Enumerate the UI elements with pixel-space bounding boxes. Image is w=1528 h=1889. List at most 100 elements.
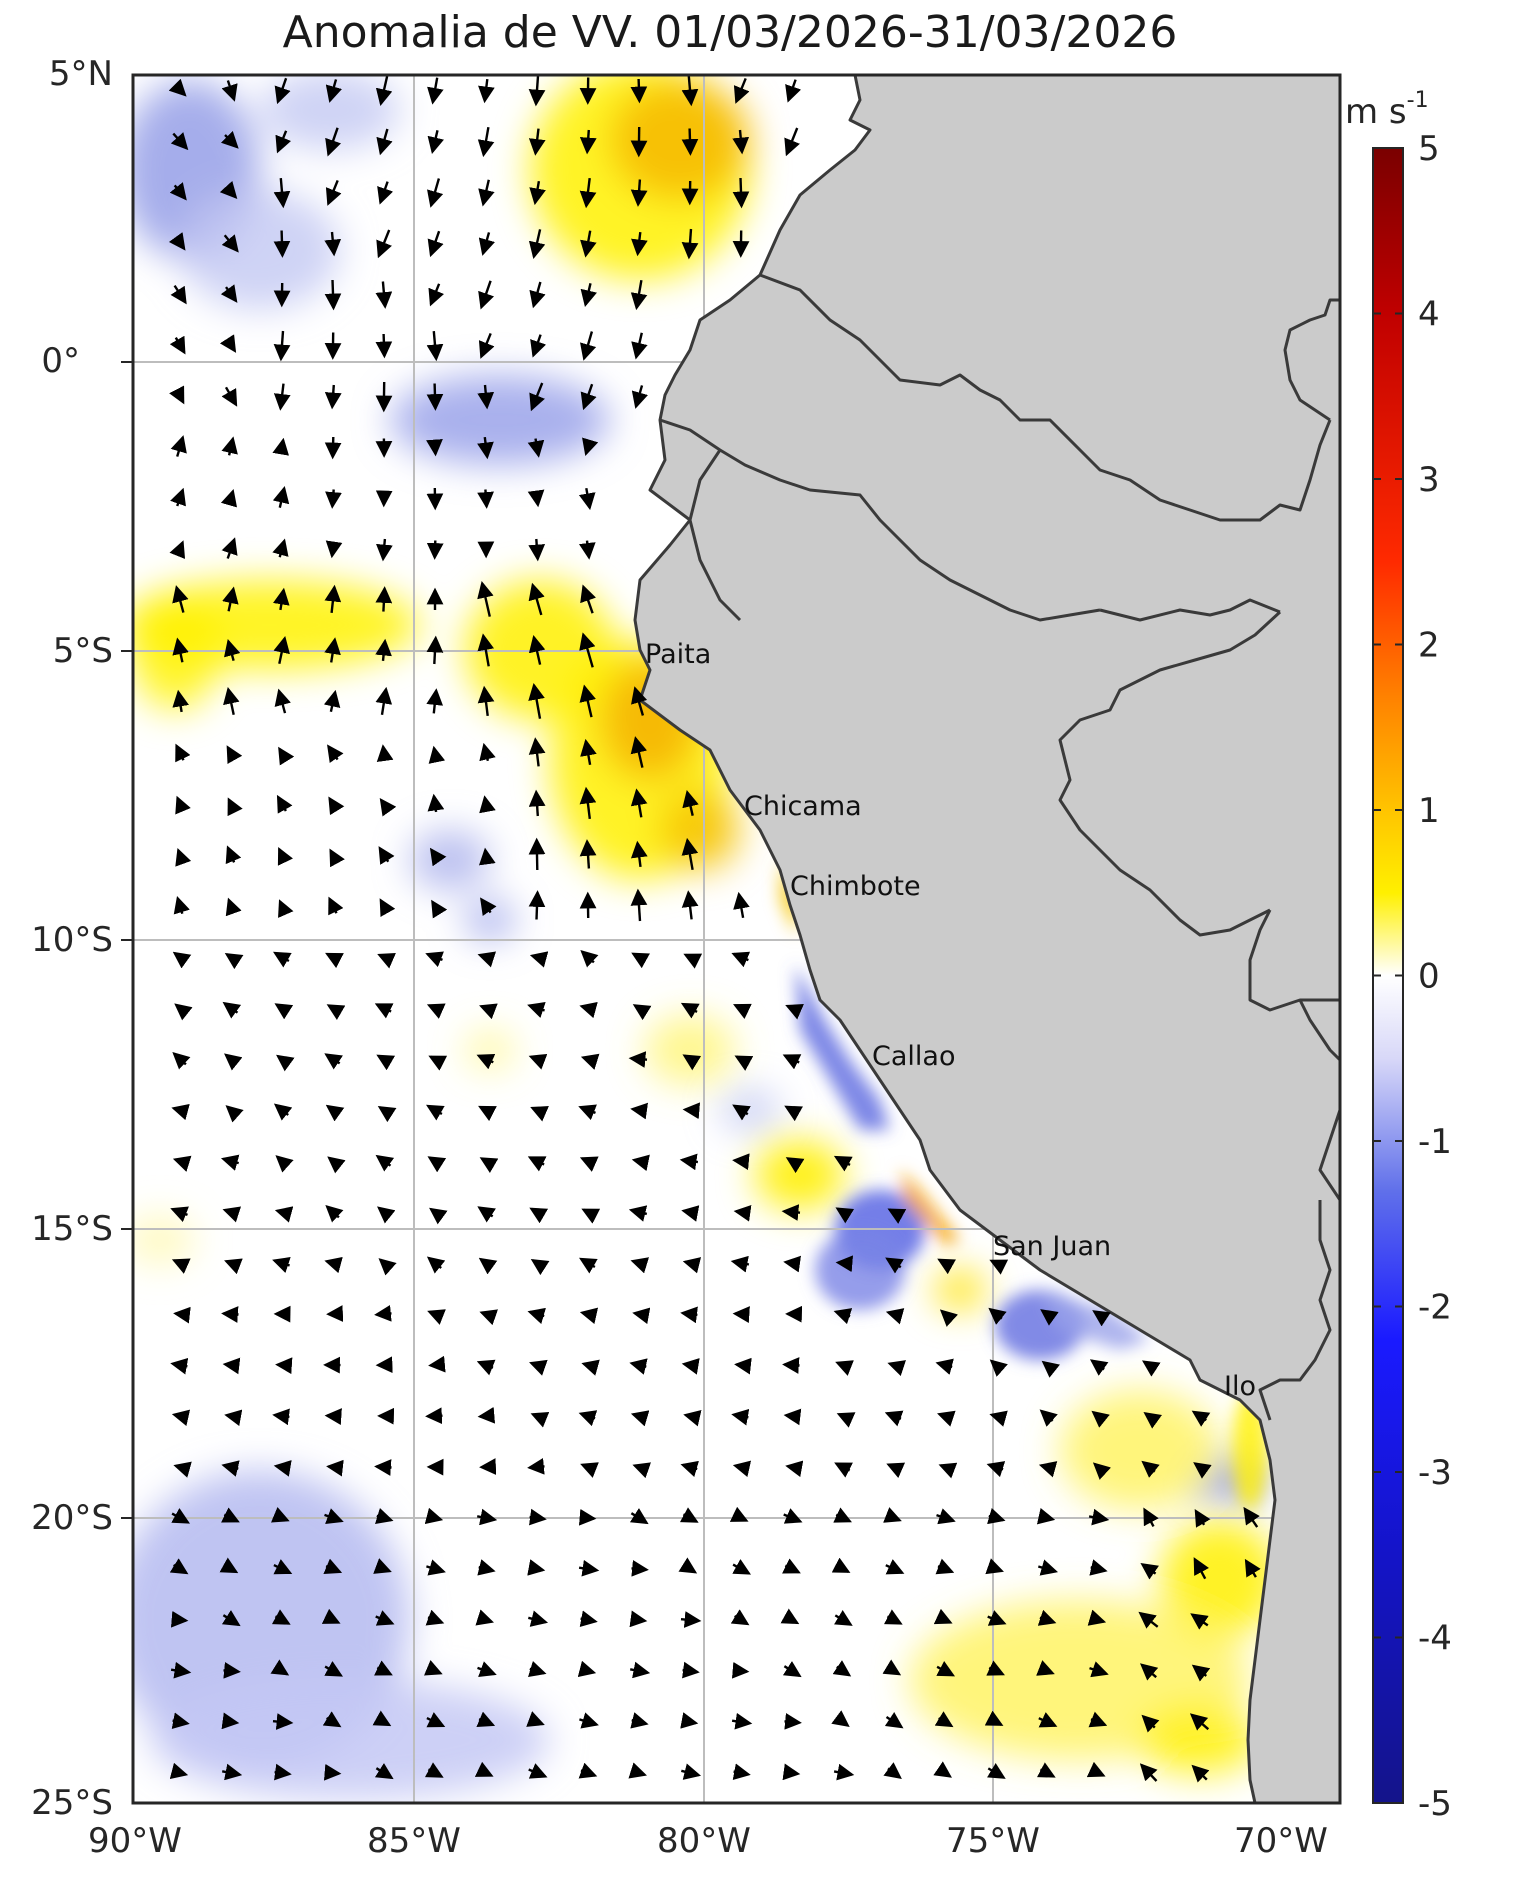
wind-vector-arrow [274,688,291,714]
wind-vector-arrow [325,489,342,509]
wind-vector-arrow [1194,1509,1211,1528]
wind-vector-arrow [527,1457,545,1475]
wind-vector-arrow [325,1204,344,1223]
wind-vector-arrow [530,1259,550,1276]
wind-vector-arrow [579,1156,599,1172]
lat-label: 25°S [31,1783,113,1823]
wind-vector-arrow [375,281,393,309]
wind-vector-arrow [883,1762,902,1779]
wind-vector-arrow [836,1412,856,1428]
wind-vector-arrow [1143,1507,1159,1527]
wind-vector-arrow [681,837,699,871]
wind-vector-arrow [1087,1609,1107,1626]
wind-vector-arrow [630,279,648,311]
wind-vector-arrow [225,897,242,917]
wind-vector-arrow [884,1712,904,1729]
wind-vector-arrow [170,1357,189,1375]
wind-vector-arrow [1141,1714,1160,1733]
wind-vector-arrow [378,1258,397,1276]
city-label-chicama: Chicama [744,791,862,822]
wind-vector-arrow [220,488,238,508]
wind-vector-arrow [477,436,494,460]
colorbar-tick-label: -1 [1418,1122,1452,1162]
wind-vector-arrow [424,1762,444,1778]
wind-vector-arrow [375,586,393,612]
wind-vector-arrow [582,437,599,456]
wind-vector-arrow [784,1712,802,1730]
wind-vector-arrow [629,1358,648,1375]
wind-vector-arrow [835,1255,854,1273]
wind-vector-arrow [579,632,596,668]
wind-vector-arrow [580,1462,599,1478]
wind-vector-arrow [1143,1411,1162,1429]
wind-vector-arrow [629,1508,649,1525]
wind-vector-arrow [631,1559,649,1577]
wind-vector-arrow [935,1358,954,1375]
wind-vector-arrow [729,1506,749,1522]
wind-vector-arrow [322,1711,342,1728]
wind-vector-arrow [733,891,750,919]
wind-vector-arrow [680,1306,698,1324]
lon-label: 75°W [946,1821,1040,1861]
wind-vector-arrow [378,846,395,865]
wind-vector-arrow [833,1507,852,1523]
wind-vector-arrow [529,382,545,412]
wind-vector-arrow [329,848,345,868]
wind-vector-arrow [680,1611,702,1628]
negative-anomaly-patches [133,75,1270,1800]
wind-vector-arrow [273,230,291,258]
wind-vector-arrow [428,1355,446,1373]
wind-vector-arrow [477,1559,496,1576]
wind-vector-arrow [987,1610,1007,1626]
wind-vector-arrow [273,177,291,209]
wind-vector-arrow [529,180,546,206]
wind-vector-arrow [222,1206,242,1223]
wind-vector-arrow [989,1259,1009,1275]
wind-vector-arrow [427,1156,447,1173]
wind-vector-arrow [578,1508,597,1526]
colorbar-tick-label: -3 [1418,1453,1452,1493]
wind-vector-arrow [477,1406,496,1424]
wind-vector-arrow [681,128,699,156]
wind-vector-arrow [171,1712,190,1729]
wind-vector-arrow [272,437,290,456]
wind-vector-arrow [937,1410,956,1427]
wind-vector-arrow [224,638,241,662]
wind-vector-arrow [224,1053,243,1071]
wind-vector-arrow [223,686,240,715]
colorbar-unit: m s-1 [1345,88,1429,132]
wind-vector-arrow [679,1153,699,1171]
wind-vector-arrow [377,1206,396,1224]
wind-vector-arrow [324,584,342,614]
wind-vector-arrow [476,1359,496,1376]
wind-vector-arrow [374,1459,392,1476]
wind-vector-arrow [731,1408,750,1426]
wind-vector-arrow [580,1053,600,1070]
wind-vector-arrow [986,1461,1006,1478]
wind-vector-arrow [426,439,443,457]
wind-vector-arrow [785,1157,805,1174]
wind-vector-arrow [324,1256,343,1274]
wind-vector-arrow [579,129,597,155]
wind-vector-arrow [527,438,545,458]
wind-vector-arrow [324,384,342,410]
wind-vector-arrow [374,1304,392,1322]
wind-vector-arrow [427,77,444,105]
wind-vector-arrow [221,386,238,407]
wind-vector-arrow [681,890,699,920]
wind-vector-arrow [375,76,393,106]
wind-vector-arrow [478,179,495,207]
wind-vector-arrow [733,1003,752,1020]
wind-vector-arrow [1193,1462,1212,1479]
wind-vector-arrow [220,1154,240,1171]
wind-vector-arrow [629,1610,648,1628]
wind-vector-arrow [987,1763,1006,1779]
wind-vector-arrow [1039,1409,1058,1427]
wind-vector-arrow [377,1106,397,1123]
wind-vector-arrow [477,581,494,617]
wind-vector-arrow [833,1763,855,1781]
wind-vector-arrow [324,436,342,460]
wind-vector-arrow [478,1257,498,1275]
wind-vector-arrow [373,1558,392,1574]
wind-vector-arrow [426,1559,446,1576]
